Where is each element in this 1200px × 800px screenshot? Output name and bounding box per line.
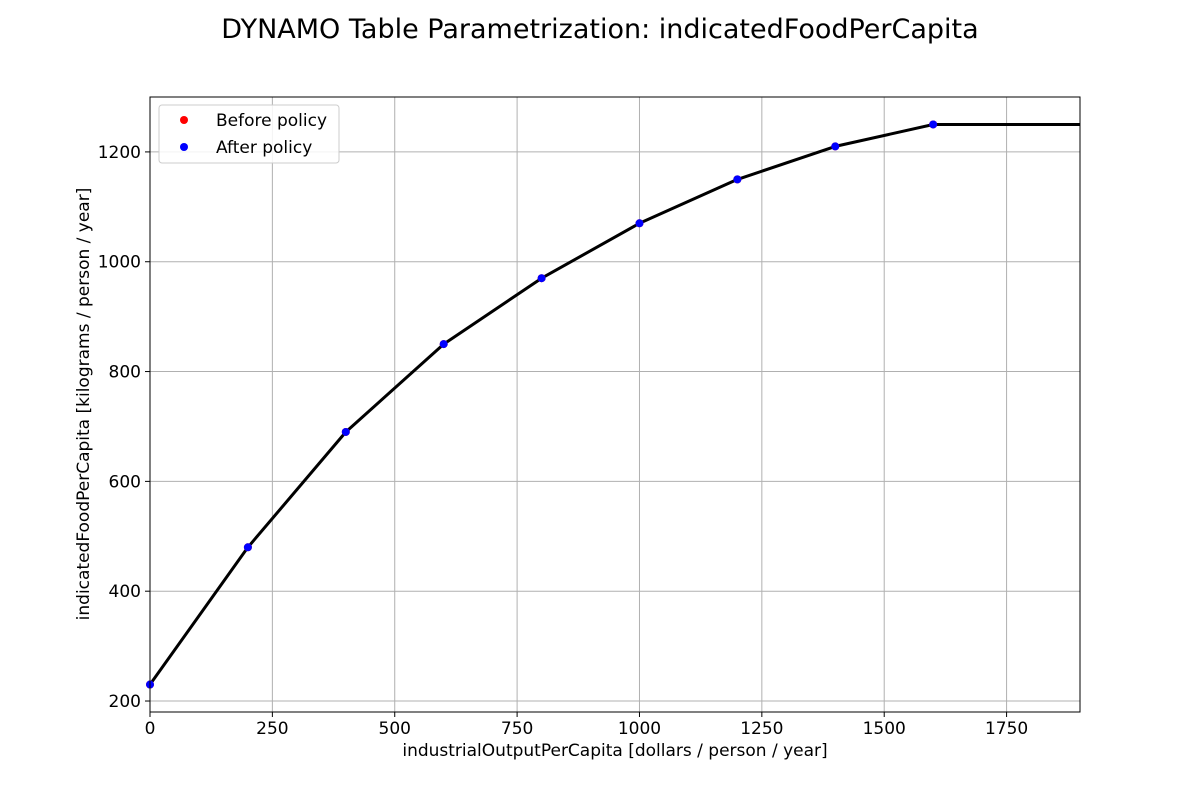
x-axis-ticks: 0 250 500 750 1000 1250 1500 1750 (145, 712, 1028, 739)
legend-marker-before-policy (180, 116, 188, 124)
data-point (243, 543, 252, 552)
grid-lines (149, 97, 1080, 712)
data-point (341, 427, 350, 436)
x-tick-label: 250 (256, 719, 288, 739)
x-axis-label: industrialOutputPerCapita [dollars / per… (402, 741, 827, 761)
x-tick-label: 1750 (985, 719, 1028, 739)
x-tick-label: 0 (145, 719, 156, 739)
x-tick-label: 1250 (740, 719, 783, 739)
x-tick-label: 1000 (618, 719, 661, 739)
curve-layer (148, 123, 1080, 686)
data-points (146, 120, 938, 689)
y-tick-label: 800 (109, 363, 141, 383)
legend: Before policy After policy (158, 104, 340, 164)
x-tick-label: 500 (379, 719, 411, 739)
series-after-policy (146, 120, 938, 689)
legend-label-before-policy: Before policy (216, 111, 327, 131)
y-tick-label: 1000 (98, 253, 141, 273)
data-point (831, 142, 840, 151)
data-point (635, 219, 644, 228)
y-tick-label: 400 (109, 582, 141, 602)
legend-box (158, 104, 340, 164)
legend-label-after-policy: After policy (216, 138, 312, 158)
series-before-policy (146, 120, 938, 689)
y-tick-label: 1200 (98, 143, 141, 163)
y-axis-ticks: 200 400 600 800 1000 1200 (98, 143, 150, 712)
x-tick-label: 1500 (863, 719, 906, 739)
data-point (439, 340, 448, 349)
data-point (537, 274, 546, 283)
data-point (733, 175, 742, 184)
y-tick-label: 200 (109, 692, 141, 712)
data-point (929, 120, 938, 129)
y-tick-label: 600 (109, 472, 141, 492)
x-tick-label: 750 (501, 719, 533, 739)
plot-frame (149, 96, 1081, 713)
legend-marker-after-policy (180, 143, 188, 151)
interpolated-curve (148, 123, 1080, 686)
y-axis-label: indicatedFoodPerCapita [kilograms / pers… (74, 188, 94, 621)
chart-title: DYNAMO Table Parametrization: indicatedF… (221, 14, 978, 45)
